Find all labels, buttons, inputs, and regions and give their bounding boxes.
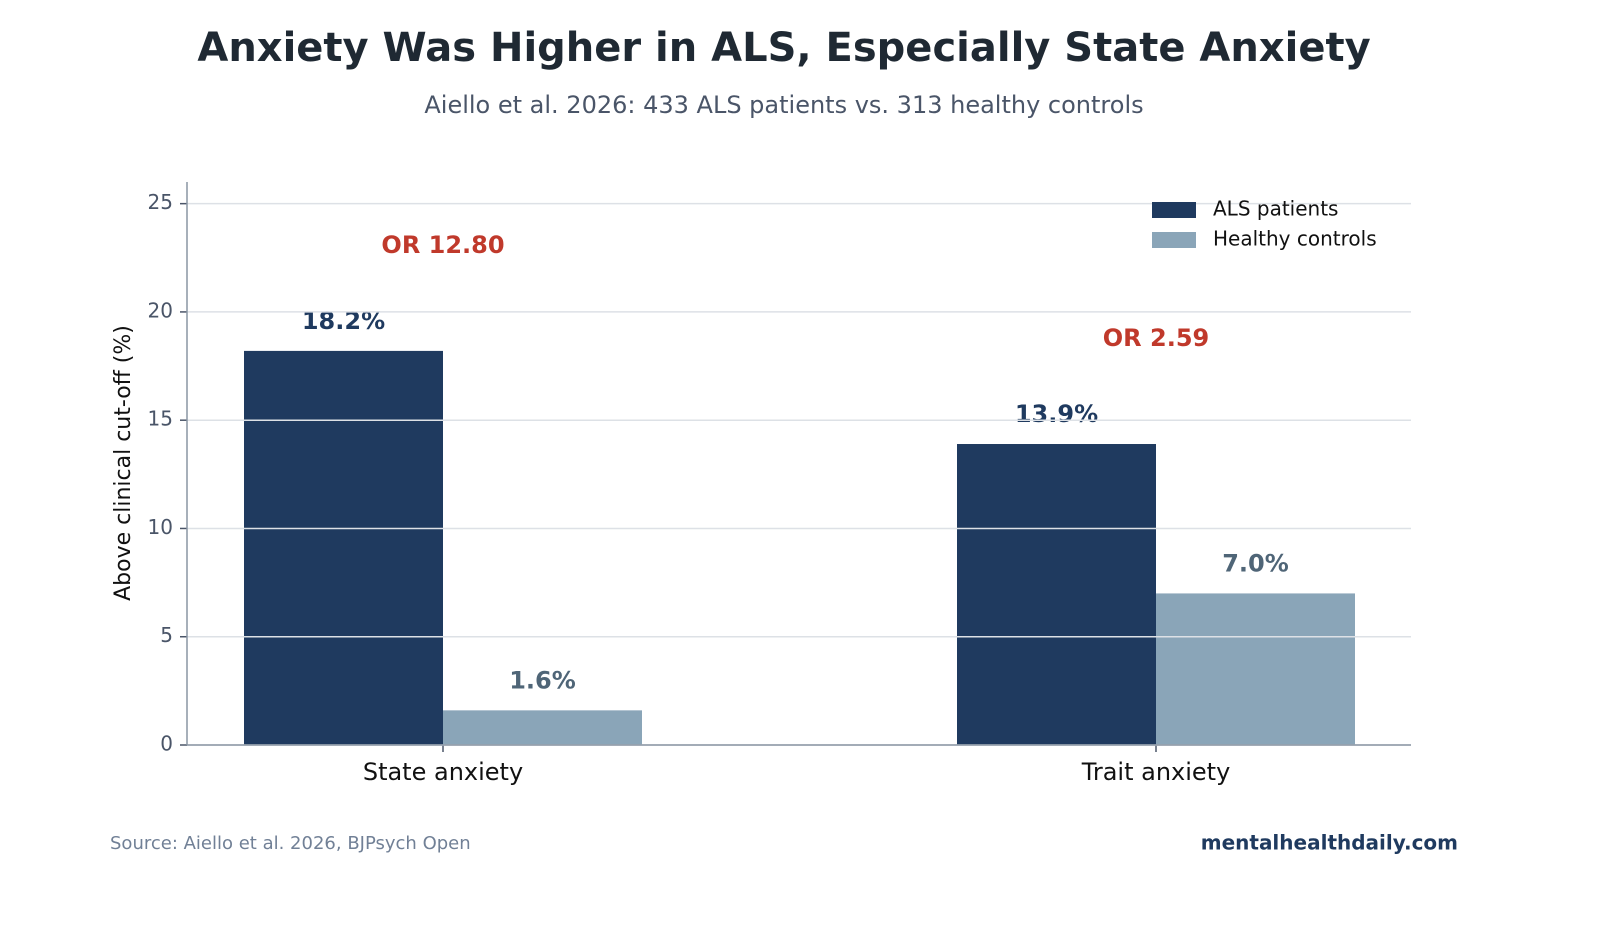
odds-ratio-annotation: OR 12.80 <box>381 231 504 259</box>
source-note: Source: Aiello et al. 2026, BJPsych Open <box>110 833 471 854</box>
bar <box>1156 593 1355 745</box>
legend-swatch <box>1152 232 1196 248</box>
y-tick-label: 25 <box>148 190 173 214</box>
x-tick-label: State anxiety <box>363 758 523 786</box>
y-tick-label: 10 <box>148 515 173 539</box>
y-tick-label: 15 <box>148 407 173 431</box>
y-tick-label: 0 <box>160 732 173 756</box>
x-tick-label: Trait anxiety <box>1081 758 1231 786</box>
value-label: 1.6% <box>509 666 576 694</box>
brand: mentalhealthdaily.com <box>1201 831 1458 855</box>
legend-label: Healthy controls <box>1213 227 1377 251</box>
y-tick-label: 20 <box>148 298 173 322</box>
bar <box>443 710 642 745</box>
legend-label: ALS patients <box>1213 197 1338 221</box>
legend-swatch <box>1152 202 1196 218</box>
odds-ratio-annotation: OR 2.59 <box>1103 324 1209 352</box>
value-label: 18.2% <box>302 307 385 335</box>
y-axis-label: Above clinical cut-off (%) <box>111 325 136 601</box>
chart-title: Anxiety Was Higher in ALS, Especially St… <box>197 25 1370 71</box>
value-label: 7.0% <box>1222 549 1289 577</box>
chart-subtitle: Aiello et al. 2026: 433 ALS patients vs.… <box>424 91 1143 119</box>
bar <box>244 350 443 745</box>
y-tick-label: 5 <box>160 623 173 647</box>
bar <box>957 444 1156 745</box>
value-label: 13.9% <box>1015 400 1098 428</box>
